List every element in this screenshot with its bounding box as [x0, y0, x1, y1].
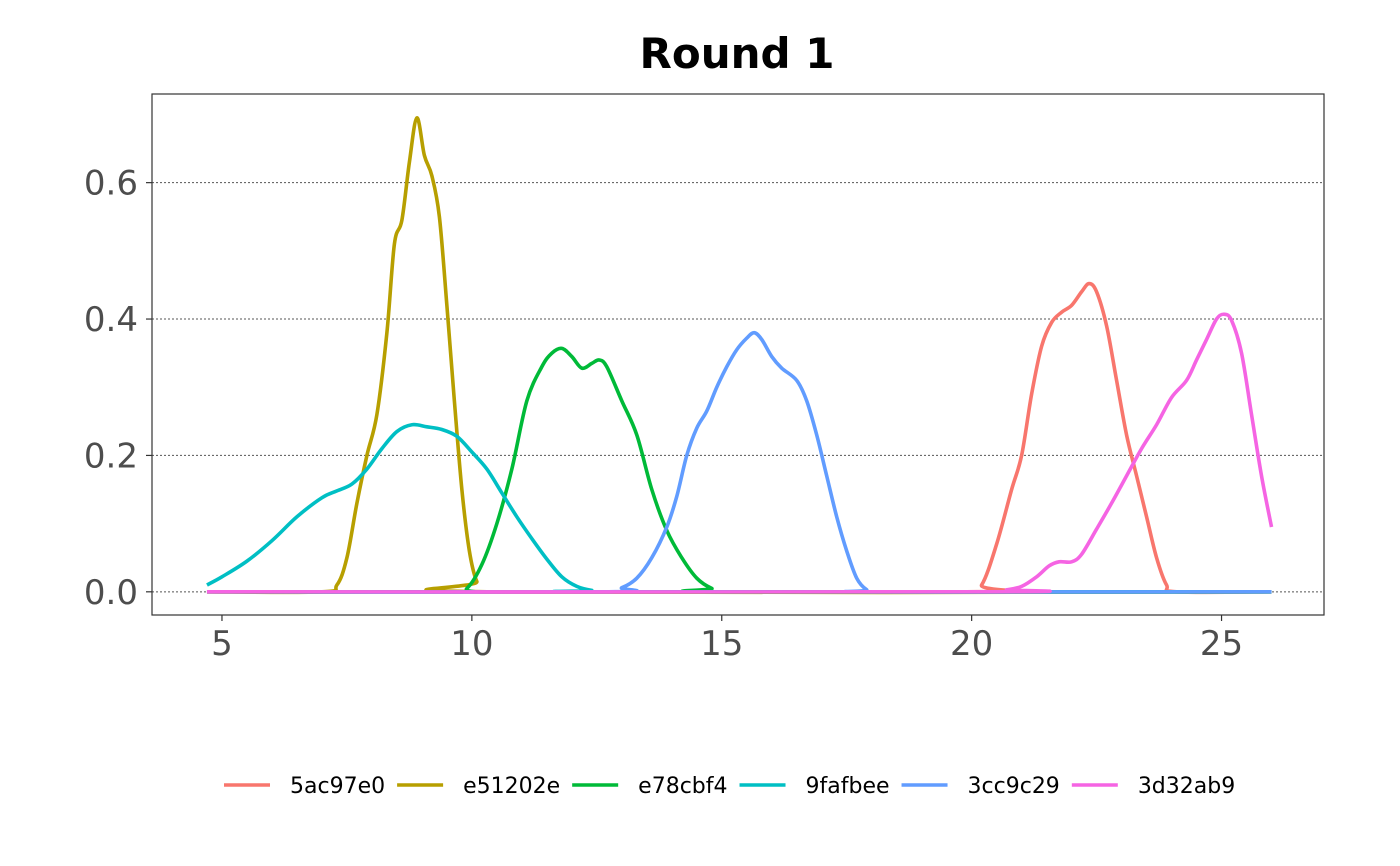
plot-panel-border: [151, 93, 1325, 616]
legend-label: e78cbf4: [638, 774, 727, 799]
series-line-5ac97e0: [206, 281, 1272, 595]
chart-title: Round 1: [640, 29, 835, 78]
legend-label: 3cc9c29: [968, 774, 1060, 799]
y-tick-label: 0.6: [84, 164, 138, 204]
legend-item-e78cbf4: e78cbf4: [572, 774, 728, 799]
x-tick-label: 5: [211, 624, 233, 664]
y-tick-label: 0.0: [84, 573, 138, 613]
series-line-e78cbf4: [206, 346, 1272, 594]
legend-label: 9fafbee: [806, 774, 890, 799]
series-group: [206, 116, 1274, 595]
series-line-3d32ab9: [206, 312, 1274, 594]
y-tick-label: 0.4: [84, 300, 138, 340]
legend-item-5ac97e0: 5ac97e0: [224, 774, 385, 799]
series-line-3cc9c29: [206, 330, 1272, 594]
x-tick-label: 15: [700, 624, 743, 664]
legend: 5ac97e0 e51202e e78cbf4 9fafbee 3cc9c29 3d32a…: [224, 774, 1235, 799]
legend-label: e51202e: [463, 774, 560, 799]
legend-item-9fafbee: 9fafbee: [739, 774, 890, 799]
legend-item-3cc9c29: 3cc9c29: [901, 774, 1060, 799]
y-tick-label: 0.2: [84, 436, 138, 476]
x-tick-label: 10: [450, 624, 493, 664]
legend-item-3d32ab9: 3d32ab9: [1071, 774, 1235, 799]
legend-label: 3d32ab9: [1138, 774, 1235, 799]
x-tick-label: 25: [1200, 624, 1243, 664]
x-tick-label: 20: [950, 624, 993, 664]
legend-label: 5ac97e0: [290, 774, 385, 799]
series-line-e51202e: [206, 116, 1272, 595]
legend-item-e51202e: e51202e: [397, 774, 560, 799]
axes: 0.0 0.2 0.4 0.6 5 10 15 20 25: [84, 164, 1243, 664]
